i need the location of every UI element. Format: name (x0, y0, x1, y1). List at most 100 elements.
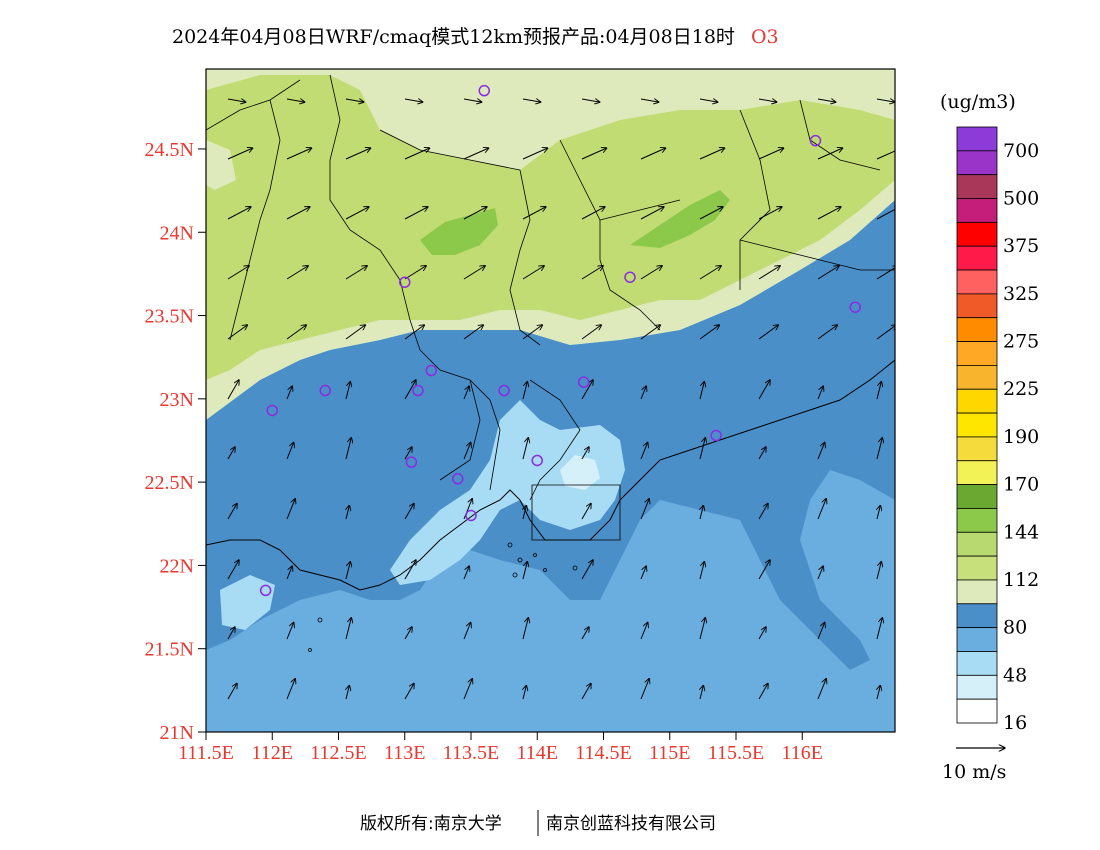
latitude-axis: 24.5N 24N 23.5N 23N 22.5N 22N 21.5N 21N (145, 139, 206, 744)
lat-tick-label: 21.5N (145, 639, 194, 661)
colorbar-label: 375 (1003, 235, 1039, 257)
wind-arrow (640, 622, 648, 640)
station-marker (259, 584, 272, 597)
lon-tick-label: 113.5E (443, 742, 499, 764)
lat-tick-label: 23N (160, 389, 194, 411)
wind-arrow (581, 627, 589, 640)
station-marker (710, 429, 722, 442)
wind-arrow (286, 266, 308, 280)
colorbar-segment (956, 341, 998, 366)
wind-arrow (345, 618, 351, 640)
colorbar-labels: 700 500 375 325 275 225 190 170 144 112 80 48 16 (1003, 140, 1039, 734)
wind-arrow (463, 207, 487, 220)
wind-arrow (227, 99, 246, 102)
wind-arrow (876, 562, 881, 580)
wind-arrow (581, 560, 593, 580)
wind-arrow (522, 438, 528, 460)
wind-arrow (817, 148, 843, 160)
wind-arrow (463, 99, 482, 102)
wind-arrow (286, 499, 295, 520)
wind-arrow (817, 325, 837, 340)
wind-arrow (463, 566, 469, 580)
station-marker (478, 84, 490, 97)
wind-arrow (758, 447, 766, 460)
wind-arrow (463, 622, 471, 640)
wind-arrow (227, 207, 251, 220)
wind-arrow (817, 207, 841, 220)
colorbar-segment (956, 484, 998, 509)
station-marker (849, 301, 861, 313)
wind-arrow (700, 505, 703, 520)
lat-tick-label: 22.5N (145, 472, 194, 494)
wind-arrow (640, 499, 649, 520)
wind-arrow (817, 99, 836, 102)
wind-arrow (286, 442, 294, 460)
o3-patch-144-170-b (630, 190, 730, 248)
station-marker (809, 134, 822, 147)
colorbar-label: 500 (1003, 188, 1039, 210)
lon-tick-label: 112E (252, 742, 293, 764)
wind-arrow (404, 325, 424, 340)
wind-legend-label: 10 m/s (942, 761, 1006, 783)
wind-arrow (345, 207, 369, 220)
wind-arrow (699, 562, 704, 580)
wind-arrow (227, 447, 235, 460)
wind-vectors (227, 99, 895, 700)
wind-arrow (581, 683, 591, 700)
wind-arrow (345, 266, 367, 280)
lon-tick-label: 113E (384, 742, 425, 764)
station-marker (399, 276, 411, 288)
wind-arrow (877, 685, 880, 700)
wind-arrow (286, 679, 295, 700)
wind-arrow (699, 382, 704, 400)
wind-arrow (345, 148, 371, 160)
wind-arrow (404, 266, 426, 280)
lon-tick-label: 115E (649, 742, 690, 764)
wind-arrow (699, 618, 705, 640)
wind-arrow (699, 207, 723, 220)
wind-arrow (404, 503, 414, 520)
wind-arrow (581, 380, 593, 400)
province-borders (206, 74, 895, 351)
wind-arrow (699, 438, 705, 460)
colorbar (956, 126, 998, 724)
colorbar-segment (956, 579, 998, 605)
colorbar-segment (956, 674, 998, 700)
wind-arrow (404, 560, 416, 580)
colorbar-segment (956, 293, 998, 319)
station-marker (425, 364, 437, 377)
wind-arrow (640, 266, 662, 280)
wind-arrow (817, 679, 826, 700)
wind-arrow (227, 148, 253, 160)
station-marker (412, 384, 424, 397)
wind-arrow (286, 566, 292, 580)
lon-tick-label: 111.5E (178, 742, 234, 764)
wind-arrow (581, 99, 600, 102)
wind-arrow (758, 266, 780, 280)
wind-arrow (758, 325, 778, 340)
wind-arrow (640, 325, 660, 340)
lat-tick-label: 23.5N (145, 306, 194, 328)
colorbar-segment (956, 555, 998, 581)
colorbar-label: 190 (1003, 426, 1039, 448)
islands (308, 542, 578, 652)
lat-tick-label: 22N (160, 555, 194, 577)
longitude-axis: 111.5E 112E 112.5E 113E 113.5E 114E 114.5E 115E… (178, 732, 823, 764)
wind-arrow (817, 386, 823, 400)
wind-arrow (876, 325, 895, 340)
wind-arrow (758, 207, 782, 220)
wind-arrow (817, 499, 826, 520)
station-marker (405, 456, 418, 468)
wind-arrow (817, 442, 825, 460)
lat-tick-label: 21N (160, 722, 194, 744)
wind-arrow (404, 627, 412, 640)
river-network (419, 349, 621, 541)
lat-tick-label: 24N (160, 222, 194, 244)
wind-arrow (346, 505, 349, 520)
wind-arrow (227, 266, 249, 280)
colorbar-label: 16 (1003, 712, 1027, 734)
wind-arrow (345, 562, 350, 580)
colorbar-segment (956, 221, 998, 247)
lon-tick-label: 112.5E (310, 742, 366, 764)
station-marker (577, 376, 590, 388)
